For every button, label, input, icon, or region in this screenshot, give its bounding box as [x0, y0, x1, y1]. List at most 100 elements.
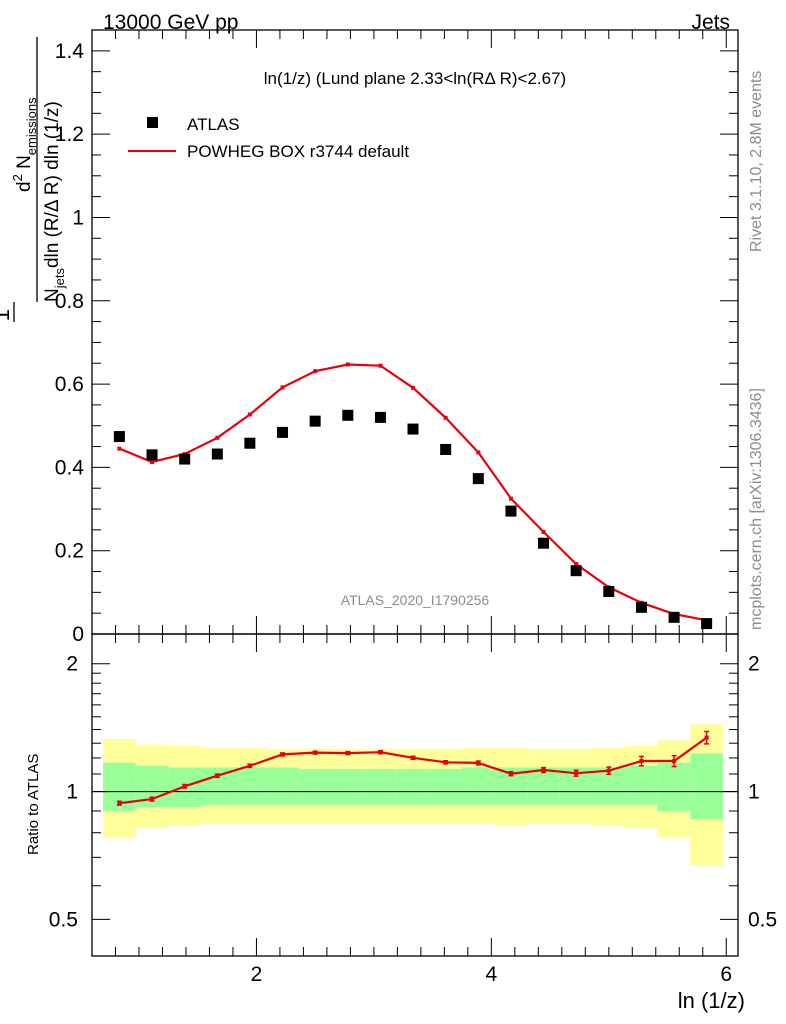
atlas-point: [277, 426, 289, 438]
x-axis-label: ln (1/z): [678, 988, 745, 1013]
main-y-ticks: 0 0.2 0.4 0.6 0.8 1 1.2 1.4: [55, 40, 738, 646]
ratio-point: [574, 771, 579, 776]
ratio-point: [182, 784, 187, 789]
x-tick-label: 4: [486, 963, 498, 986]
ratio-y-ticks: 0.5 0.5 1 1 2 2: [49, 653, 777, 932]
legend-marker-atlas: [147, 117, 158, 128]
ratio-point: [117, 801, 122, 806]
atlas-point: [179, 453, 191, 465]
ratio-point: [345, 751, 350, 756]
ratio-point: [672, 759, 677, 764]
mcplots-label: mcplots.cern.ch [arXiv:1306.3436]: [748, 388, 765, 630]
y-tick-label: 0.8: [55, 290, 84, 313]
ratio-tick-label: 2: [66, 653, 78, 676]
atlas-point: [701, 618, 713, 630]
atlas-point: [505, 505, 517, 517]
band-inner: [298, 769, 332, 805]
mc-line: [118, 363, 707, 622]
header-left: 13000 GeV pp: [103, 11, 238, 34]
atlas-series: [113, 409, 713, 630]
band-inner: [690, 753, 723, 820]
y-tick-label: 1.2: [55, 123, 84, 146]
band-inner: [429, 769, 462, 805]
mc-point: [280, 385, 285, 390]
legend-label-atlas: ATLAS: [187, 115, 240, 134]
ratio-frame: [91, 633, 739, 957]
main-title: ln(1/z) (Lund plane 2.33<ln(RΔ R)<2.67): [264, 69, 566, 88]
ratio-tick-label-right: 2: [748, 653, 760, 676]
atlas-point: [603, 586, 615, 598]
band-inner: [625, 765, 658, 805]
uncertainty-bands: [103, 724, 723, 866]
ratio-tick-label-right: 1: [748, 781, 760, 804]
atlas-point: [472, 473, 484, 485]
ratio-point: [313, 750, 318, 755]
main-y-axis-label: d2 Nemissions Njetsdln (R/Δ R) dln (1/z)…: [0, 37, 67, 322]
atlas-point: [440, 443, 452, 455]
band-inner: [396, 769, 430, 805]
ratio-point: [150, 797, 155, 802]
ratio-point: [247, 763, 252, 768]
atlas-point: [668, 611, 680, 623]
y-tick-label: 0: [72, 623, 84, 646]
ratio-point: [508, 771, 513, 776]
x-tick-label: 6: [720, 963, 732, 986]
band-inner: [233, 767, 267, 805]
mc-point: [411, 385, 416, 390]
atlas-point: [635, 601, 647, 613]
y-tick-label: 0.4: [55, 456, 85, 479]
mc-point: [541, 529, 546, 534]
ratio-point: [378, 750, 383, 755]
ratio-tick-label: 0.5: [49, 908, 78, 931]
main-panel: 0 0.2 0.4 0.6 0.8 1 1.2 1.4 ln(1/z) (Lund plane…: [0, 29, 739, 646]
atlas-point: [113, 431, 125, 443]
y-tick-label: 1: [72, 206, 84, 229]
mc-point: [117, 446, 122, 451]
x-tick-label: 2: [251, 963, 263, 986]
ratio-point: [476, 760, 481, 765]
atlas-point: [374, 411, 386, 423]
ratio-point: [411, 755, 416, 760]
watermark: ATLAS_2020_I1790256: [341, 592, 490, 608]
y-tick-label: 0.6: [55, 373, 84, 396]
band-inner: [527, 767, 560, 805]
ratio-point: [639, 759, 644, 764]
header-right: Jets: [691, 11, 730, 34]
ratio-tick-label-right: 0.5: [748, 908, 777, 931]
main-x-ticks: [114, 30, 727, 634]
svg-text:1: 1: [0, 309, 14, 321]
band-inner: [461, 767, 495, 805]
atlas-point: [570, 565, 582, 577]
atlas-point: [244, 437, 256, 449]
mc-point: [247, 412, 252, 417]
atlas-point: [309, 415, 321, 427]
atlas-point: [146, 449, 158, 461]
ratio-tick-label: 1: [66, 781, 78, 804]
svg-text:Njetsdln (R/Δ R) dln (1/z): Njetsdln (R/Δ R) dln (1/z): [42, 101, 67, 302]
mc-point: [313, 369, 318, 374]
ratio-point: [606, 768, 611, 773]
ratio-x-ticks: 2 4 6: [114, 634, 732, 986]
ratio-panel: 0.5 0.5 1 1 2 2 2 4 6 Ratio to ATLAS ln (1/z): [25, 633, 777, 1013]
mc-point: [150, 459, 155, 464]
ratio-point: [443, 760, 448, 765]
ratio-point: [541, 768, 546, 773]
atlas-point: [537, 537, 549, 549]
atlas-point: [211, 448, 223, 460]
rivet-label: Rivet 3.1.10, 2.8M events: [748, 71, 765, 252]
y-tick-label: 1.4: [55, 40, 85, 63]
mc-point: [378, 363, 383, 368]
ratio-point: [280, 752, 285, 757]
mc-point: [476, 450, 481, 455]
mc-series: [117, 362, 709, 623]
legend-label-mc: POWHEG BOX r3744 default: [187, 142, 409, 161]
band-inner: [266, 767, 299, 805]
ratio-y-axis-label: Ratio to ATLAS: [25, 754, 42, 855]
legend: ATLAS POWHEG BOX r3744 default: [128, 115, 409, 161]
mc-point: [215, 435, 220, 440]
atlas-point: [407, 423, 419, 435]
y-tick-label: 0.2: [55, 540, 84, 563]
ratio-point: [215, 773, 220, 778]
ratio-series: [116, 730, 710, 806]
